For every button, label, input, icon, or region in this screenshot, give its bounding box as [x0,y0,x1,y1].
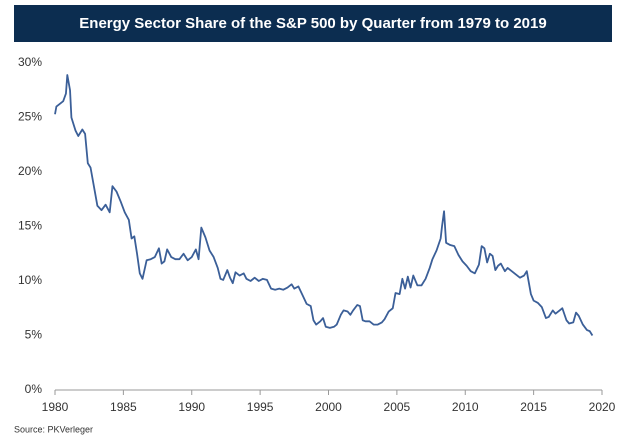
y-tick-label: 30% [18,55,42,69]
source-note: Source: PKVerleger [14,424,93,434]
title-banner [14,5,612,42]
chart-title: Energy Sector Share of the S&P 500 by Qu… [79,15,546,32]
y-tick-label: 0% [25,382,43,396]
x-tick-label: 2020 [589,400,616,414]
y-tick-label: 15% [18,219,42,233]
y-tick-label: 5% [25,328,43,342]
y-tick-label: 10% [18,273,42,287]
x-tick-label: 2005 [384,400,411,414]
x-tick-label: 1985 [110,400,137,414]
y-tick-label: 20% [18,164,42,178]
x-tick-label: 1995 [247,400,274,414]
x-tick-label: 1980 [42,400,69,414]
x-tick-label: 2010 [452,400,479,414]
x-tick-label: 2000 [315,400,342,414]
y-tick-label: 25% [18,110,42,124]
line-series [54,74,594,336]
x-tick-label: 1990 [178,400,205,414]
x-tick-label: 2015 [520,400,547,414]
